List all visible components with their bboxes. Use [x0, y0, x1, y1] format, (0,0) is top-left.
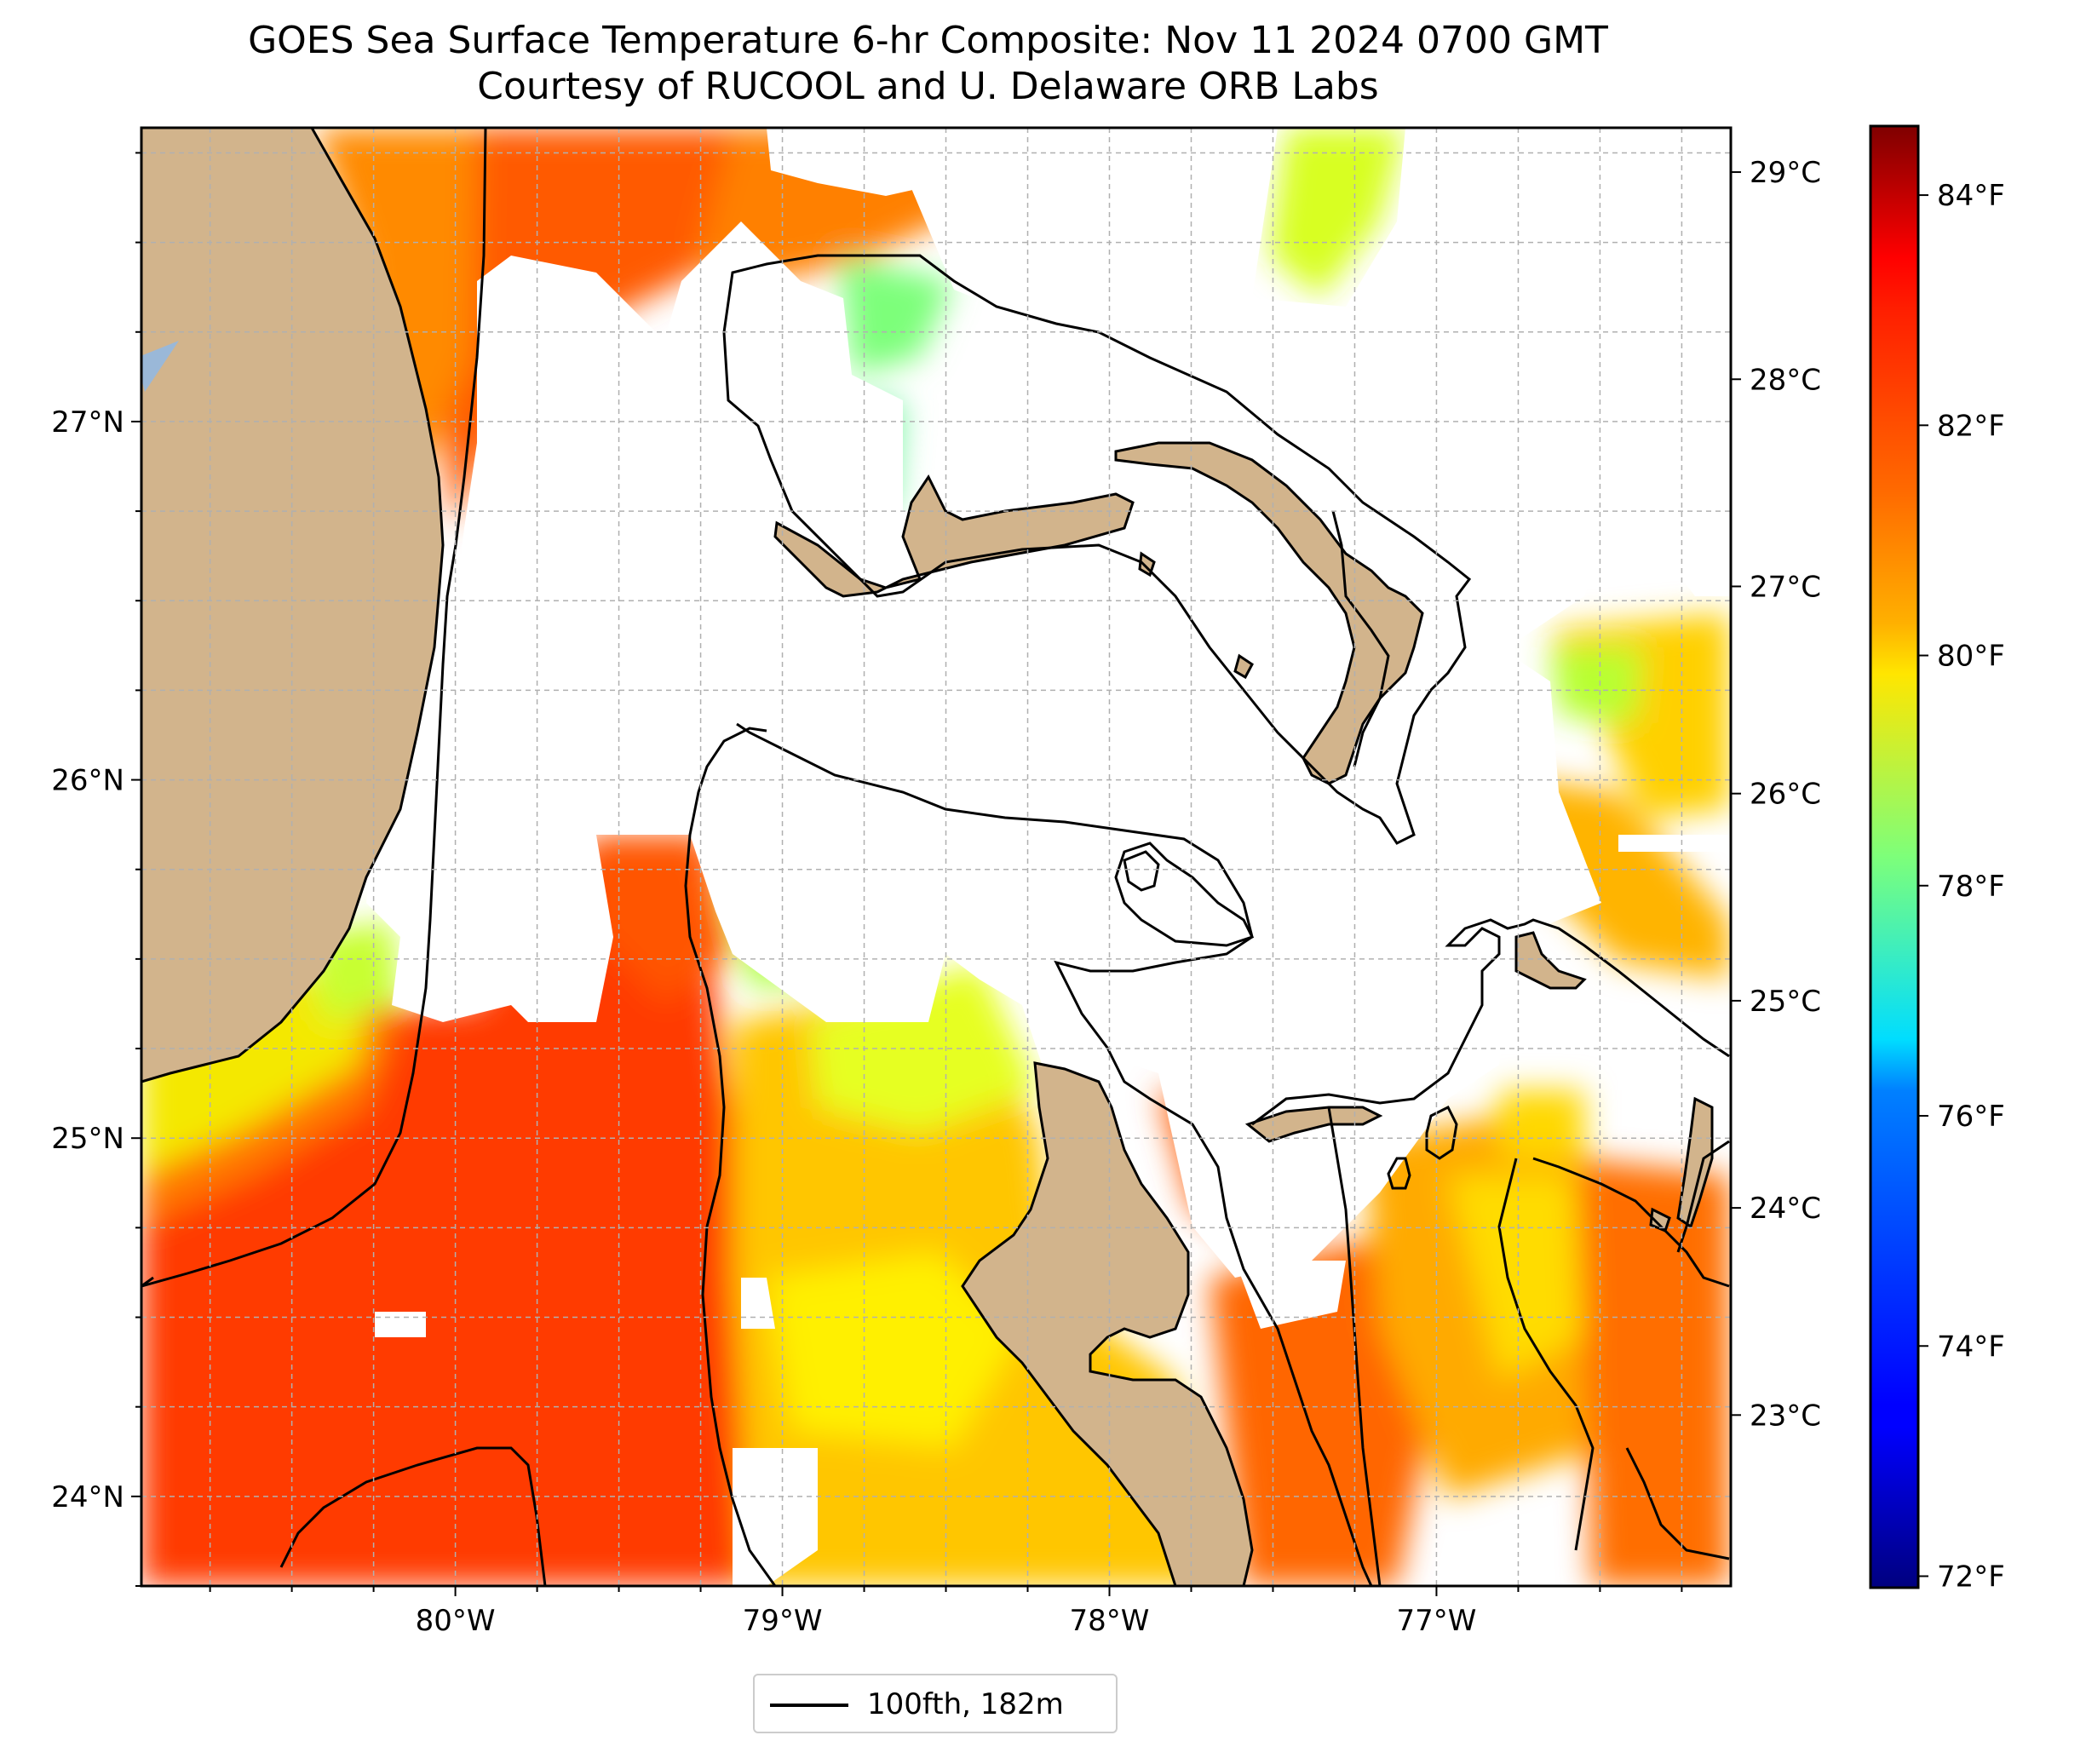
- sst-map: [141, 128, 1731, 1586]
- legend-line-swatch: [770, 1704, 848, 1707]
- berry-islands: [1123, 850, 1160, 892]
- cloud-region: [366, 221, 1601, 1278]
- lake-okeechobee: [141, 341, 179, 392]
- sst-region: [839, 256, 954, 375]
- sst-region: [1576, 1158, 1729, 1586]
- contour-line: [1625, 1447, 1730, 1560]
- colorbar-f-label: 72°F: [1937, 1560, 2005, 1594]
- colorbar-frame: [1869, 124, 1920, 1589]
- contour-line: [684, 727, 777, 1586]
- colorbar-c-label: 25°C: [1750, 985, 1821, 1019]
- x-tick-label: 78°W: [1070, 1604, 1150, 1638]
- sst-region: [767, 1252, 1022, 1448]
- contour-line: [1425, 1105, 1458, 1160]
- eleuthera-island: [1514, 931, 1587, 990]
- colorbar-c-label: 29°C: [1750, 156, 1821, 190]
- cloud-region: [1346, 860, 1431, 937]
- cloud-region: [1346, 128, 1729, 375]
- andros-island: [961, 1061, 1254, 1586]
- x-tick-label: 79°W: [743, 1604, 823, 1638]
- florida-peninsula: [141, 128, 445, 1083]
- cloud-region: [886, 128, 1729, 647]
- colorbar-c-label: 28°C: [1750, 363, 1821, 397]
- colorbar-c-label: 27°C: [1750, 570, 1821, 604]
- map-axes: 80°W 79°W 78°W 77°W 24°N 25°N 26°N 27°N: [51, 152, 1683, 1638]
- colorbar-f-label: 74°F: [1937, 1330, 2005, 1364]
- legend-label: 100fth, 182m: [867, 1687, 1064, 1721]
- colorbar-ticks: 72°F 74°F 76°F 78°F 80°F 82°F 84°F 23°C 24°C 25°C…: [1731, 156, 2005, 1594]
- gridlines: [141, 128, 1731, 1586]
- colorbar-f-label: 78°F: [1937, 870, 2005, 904]
- map-legend: 100fth, 182m: [753, 1674, 1118, 1733]
- y-tick-label: 26°N: [51, 764, 124, 798]
- contour-line: [141, 1276, 154, 1288]
- great-abaco-island: [1114, 441, 1424, 785]
- colorbar-f-label: 80°F: [1937, 640, 2005, 674]
- sst-region: [1448, 1175, 1601, 1380]
- x-tick-label: 77°W: [1396, 1604, 1476, 1638]
- contour-line: [1114, 842, 1255, 947]
- new-providence-island: [1244, 1106, 1383, 1143]
- colorbar-c-label: 23°C: [1750, 1399, 1821, 1433]
- cloud-mask: [366, 128, 1729, 1586]
- colorbar-f-label: 82°F: [1937, 409, 2005, 443]
- sst-region: [1499, 1090, 1584, 1158]
- colorbar: 72°F 74°F 76°F 78°F 80°F 82°F 84°F 23°C 24°C 25°C…: [1731, 124, 2005, 1594]
- y-tick-label: 25°N: [51, 1122, 124, 1156]
- islet: [1233, 653, 1254, 680]
- cloud-region: [741, 1278, 775, 1329]
- colorbar-f-label: 84°F: [1937, 179, 2005, 213]
- contour-line: [1532, 1157, 1730, 1288]
- y-tick-label: 24°N: [51, 1480, 124, 1514]
- y-tick-label: 27°N: [51, 405, 124, 440]
- grand-bahama-island: [773, 474, 1135, 598]
- contour-line: [1251, 918, 1730, 1126]
- colorbar-c-label: 26°C: [1750, 778, 1821, 812]
- colorbar-f-label: 76°F: [1937, 1100, 2005, 1134]
- cloud-region: [1235, 1261, 1346, 1329]
- contour-line: [1497, 1158, 1595, 1551]
- map-subtitle: Courtesy of RUCOOL and U. Delaware ORB L…: [477, 65, 1379, 108]
- sst-region: [588, 835, 733, 1005]
- map-title: GOES Sea Surface Temperature 6-hr Compos…: [248, 19, 1608, 62]
- sst-region: [1550, 647, 1644, 724]
- contour-line: [722, 254, 1472, 845]
- contour-line: [279, 1446, 547, 1586]
- cat-island: [1676, 1096, 1714, 1229]
- cloud-region: [375, 1312, 426, 1337]
- sst-region: [443, 128, 741, 528]
- land: [141, 128, 1714, 1586]
- sst-region: [1269, 128, 1405, 298]
- contour-line: [736, 722, 1373, 1586]
- contour-line: [1387, 1157, 1411, 1190]
- contour-line: [1331, 510, 1390, 767]
- contour-line: [141, 128, 487, 1288]
- cloud-region: [1618, 835, 1729, 852]
- colorbar-c-label: 24°C: [1750, 1192, 1821, 1226]
- contour-line: [1676, 1140, 1730, 1253]
- x-tick-label: 80°W: [416, 1604, 496, 1638]
- map-frame: [140, 126, 1733, 1588]
- cloud-region: [733, 1448, 818, 1586]
- colorbar-gradient: [1871, 126, 1918, 1588]
